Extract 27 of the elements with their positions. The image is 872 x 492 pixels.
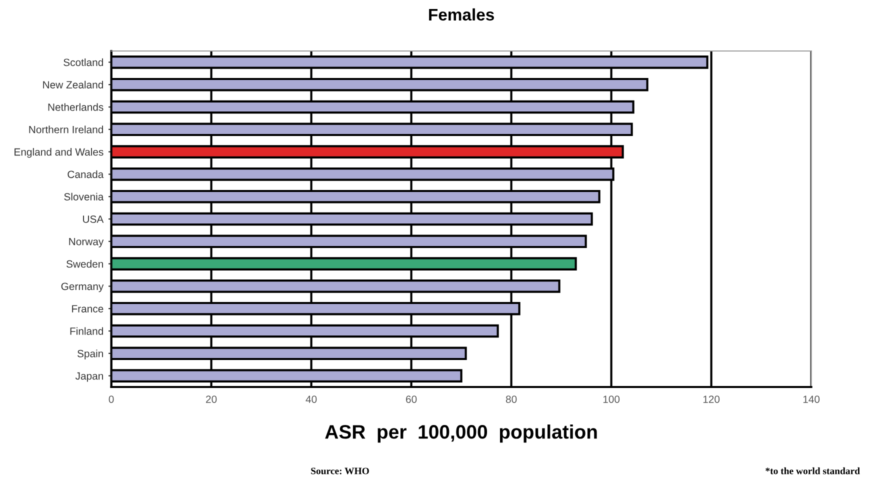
x-tick-label: 60 [406, 396, 417, 403]
y-tick-label: Sweden [66, 260, 103, 268]
y-tick-label: England and Wales [14, 148, 104, 158]
y-tick-label: France [72, 305, 104, 312]
y-tick-label: Netherlands [48, 103, 104, 111]
x-tick-label: 0 [108, 396, 114, 403]
y-tick-label: Japan [75, 372, 103, 382]
y-tick-label: Spain [77, 350, 103, 360]
x-tick-label: 80 [506, 396, 517, 403]
y-tick-label: Norway [69, 238, 104, 248]
y-tick-label: Canada [68, 170, 104, 178]
x-tick-label: 100 [603, 396, 620, 403]
x-tick-label: 120 [703, 396, 720, 403]
y-tick-label: Germany [61, 282, 104, 292]
x-tick-label: 140 [803, 396, 820, 403]
text: *to the world standard [766, 467, 860, 474]
chart-title: Females [429, 8, 494, 21]
y-tick-label: Finland [70, 327, 103, 335]
y-tick-label: Scotland [64, 58, 103, 66]
y-tick-label: USA [83, 216, 104, 223]
y-tick-label: New Zealand [43, 80, 103, 88]
x-tick-label: 20 [206, 396, 217, 403]
source-note: Source: WHO [311, 468, 369, 474]
y-tick-label: Slovenia [64, 192, 104, 200]
x-tick-label: 40 [306, 396, 317, 403]
x-axis-title: ASR per 100,000 population [325, 424, 597, 443]
y-tick-label: Northern Ireland [29, 126, 103, 134]
